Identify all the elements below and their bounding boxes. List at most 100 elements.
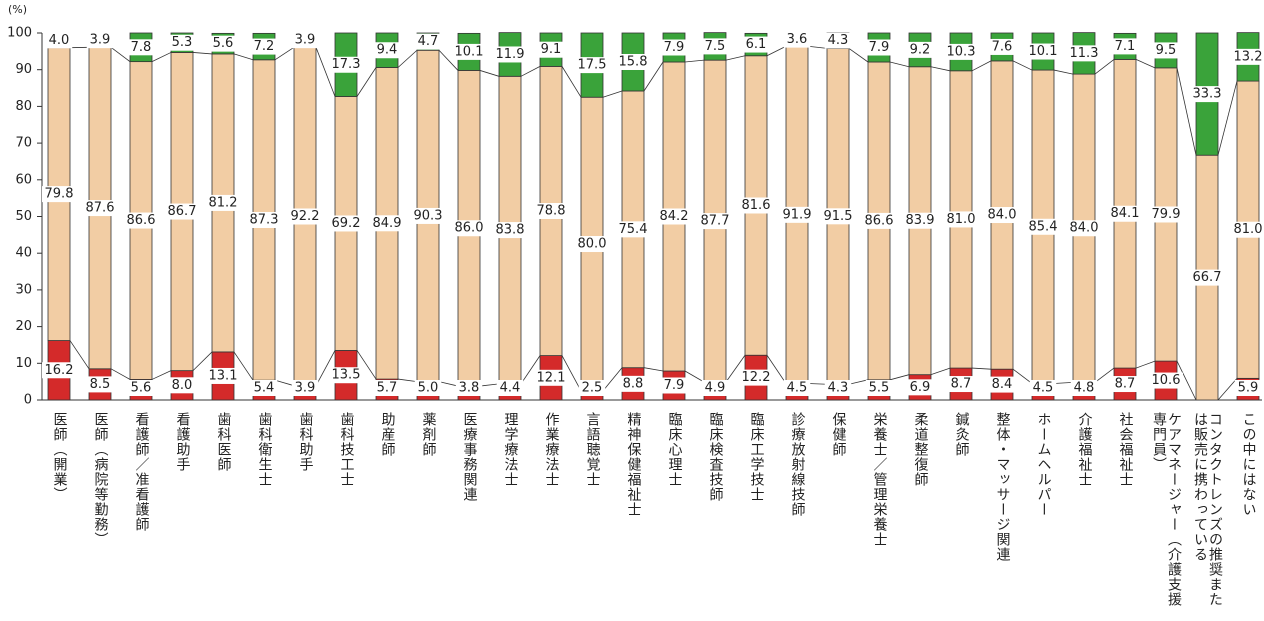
series-line	[930, 66, 951, 72]
value-label: 5.6	[131, 381, 152, 396]
value-label: 69.2	[332, 216, 361, 231]
y-tick-label: 80	[15, 99, 32, 114]
x-tick-label: 歯科助手	[297, 412, 314, 472]
value-label: 81.2	[209, 195, 238, 210]
series-line	[1176, 360, 1197, 401]
x-tick-label: 精神保健福祉士	[625, 412, 642, 517]
y-tick-label: 30	[15, 282, 32, 297]
value-label: 91.9	[783, 207, 812, 222]
value-label-bg	[616, 221, 650, 238]
value-label: 5.7	[377, 381, 398, 396]
series-line	[69, 340, 90, 370]
x-tick-label: ケアマネージャー（介護支援専門員）	[1151, 412, 1182, 607]
value-label-bg	[780, 206, 814, 223]
value-label-bg	[619, 375, 647, 392]
value-label-bg	[660, 39, 688, 56]
value-label-bg	[168, 377, 196, 394]
value-label: 78.8	[537, 203, 566, 218]
series-line	[1012, 60, 1033, 71]
series-line	[725, 354, 746, 383]
value-label: 86.6	[127, 213, 156, 228]
value-label: 81.0	[1234, 222, 1263, 237]
value-label: 9.5	[1156, 43, 1177, 58]
x-tick-label: 助産師	[379, 412, 396, 457]
value-label-bg	[452, 43, 486, 60]
value-label-bg	[903, 212, 937, 229]
value-label: 5.0	[418, 381, 439, 396]
series-line	[602, 90, 623, 98]
value-label-bg	[206, 194, 240, 211]
value-label: 86.6	[865, 213, 894, 228]
x-tick-label: 歯科衛生士	[256, 412, 273, 487]
series-line	[274, 379, 295, 387]
value-label: 4.9	[705, 381, 726, 396]
value-label-bg	[329, 367, 363, 384]
value-label-bg	[1111, 38, 1139, 55]
value-label-bg	[821, 208, 855, 225]
value-label-bg	[739, 369, 773, 386]
bars	[47, 32, 1260, 401]
series-line	[1094, 367, 1115, 383]
value-label-bg	[42, 362, 76, 379]
value-label: 12.2	[742, 370, 771, 385]
value-label-bg	[496, 380, 524, 396]
value-label: 79.9	[1152, 207, 1181, 222]
value-label-bg	[165, 203, 199, 220]
series-line	[274, 46, 295, 61]
value-label-bg	[414, 380, 442, 396]
value-label: 8.4	[992, 377, 1013, 392]
series-line	[479, 383, 500, 387]
series-line	[1135, 360, 1156, 369]
y-tick-label: 0	[24, 393, 32, 408]
value-label: 11.3	[1070, 46, 1099, 61]
value-label: 7.9	[869, 40, 890, 55]
value-label: 12.1	[537, 370, 566, 385]
value-label: 5.5	[869, 381, 890, 396]
value-label: 3.6	[787, 32, 808, 47]
x-tick-label: 臨床検査技師	[707, 412, 724, 502]
series-line	[1217, 80, 1238, 156]
value-label-bg	[1108, 205, 1142, 222]
value-label: 8.7	[951, 377, 972, 392]
value-label: 10.3	[947, 44, 976, 59]
series-line	[397, 49, 418, 68]
value-label: 16.2	[45, 363, 74, 378]
value-label-bg	[493, 46, 527, 63]
y-tick-label: 20	[15, 319, 32, 334]
x-tick-label: 医師（開業）	[51, 412, 68, 502]
value-label-bg	[865, 380, 893, 396]
x-tick-label: 整体・マッサージ関連	[994, 412, 1011, 562]
y-tick-label: 90	[15, 62, 32, 77]
value-label: 5.9	[1238, 381, 1259, 396]
x-tick-label: 言語聴覚士	[584, 412, 601, 487]
value-label-bg	[906, 41, 934, 58]
x-tick-label: 保健師	[830, 412, 847, 457]
x-tick-label: 鍼灸師	[953, 412, 970, 457]
value-label: 75.4	[619, 222, 648, 237]
value-label-bg	[1026, 43, 1060, 60]
value-label: 3.9	[90, 33, 111, 48]
value-label-bg	[575, 236, 609, 253]
value-label-bg	[701, 38, 729, 55]
x-tick-label: 臨床心理士	[666, 412, 683, 487]
series-line	[848, 379, 869, 385]
value-label-bg	[455, 380, 483, 396]
x-tick-label: 臨床工学技士	[748, 412, 765, 502]
value-label-bg	[944, 211, 978, 228]
value-label: 13.1	[209, 368, 238, 383]
value-label-bg	[537, 41, 565, 58]
series-line	[151, 370, 172, 380]
value-label-bg	[865, 39, 893, 56]
value-label: 8.7	[1115, 377, 1136, 392]
value-label-bg	[373, 42, 401, 59]
value-label: 83.9	[906, 213, 935, 228]
value-label-bg	[739, 197, 773, 214]
x-tick-label: 理学療法士	[502, 412, 519, 487]
x-tick-label: 作業療法士	[543, 412, 560, 487]
value-label-bg	[742, 36, 770, 53]
value-label-bg	[1026, 218, 1060, 235]
value-label: 15.8	[619, 54, 648, 69]
value-label-bg	[1029, 380, 1057, 396]
